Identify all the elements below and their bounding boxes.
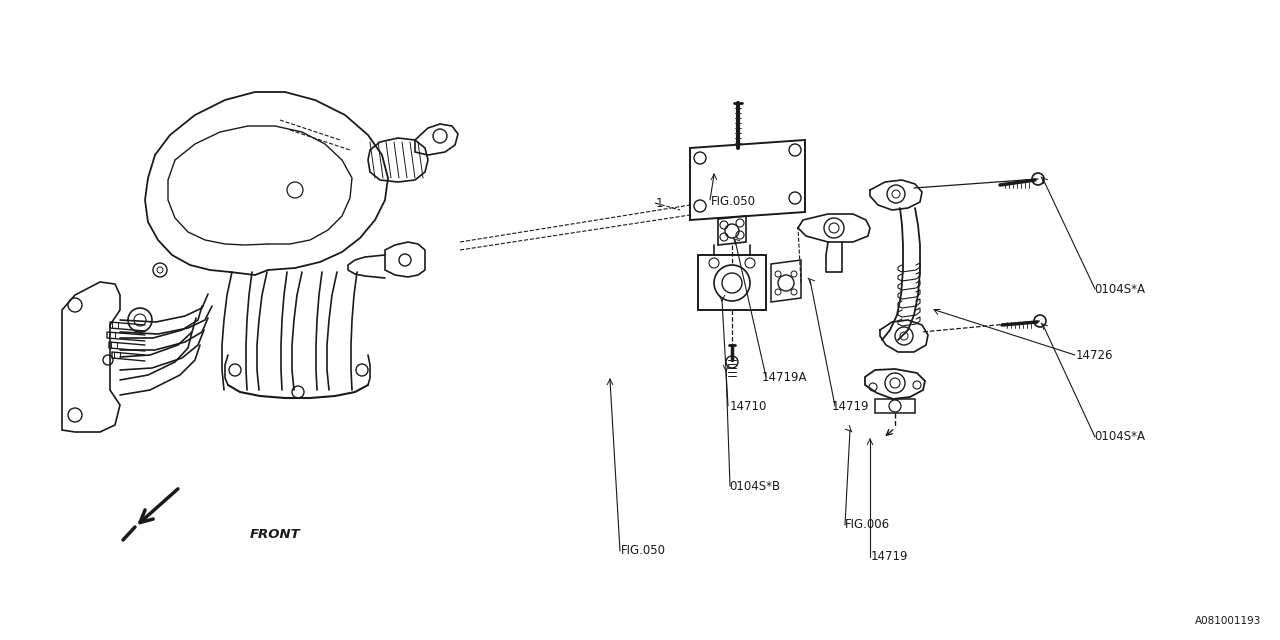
Text: 0104S*B: 0104S*B bbox=[730, 480, 781, 493]
Text: FRONT: FRONT bbox=[250, 528, 301, 541]
Text: 0104S*A: 0104S*A bbox=[1094, 430, 1146, 443]
Text: 14719: 14719 bbox=[870, 550, 908, 563]
Text: 14719A: 14719A bbox=[762, 371, 808, 384]
Text: 14719: 14719 bbox=[832, 400, 869, 413]
Text: 14726: 14726 bbox=[1075, 349, 1112, 362]
Text: FIG.050: FIG.050 bbox=[621, 544, 666, 557]
Text: 1: 1 bbox=[655, 197, 663, 210]
Text: FIG.006: FIG.006 bbox=[845, 518, 890, 531]
Text: 0104S*A: 0104S*A bbox=[1094, 283, 1146, 296]
Text: A081001193: A081001193 bbox=[1194, 616, 1261, 626]
Text: FIG.050: FIG.050 bbox=[710, 195, 755, 208]
Text: 14710: 14710 bbox=[730, 400, 767, 413]
Bar bbox=[698, 255, 765, 310]
